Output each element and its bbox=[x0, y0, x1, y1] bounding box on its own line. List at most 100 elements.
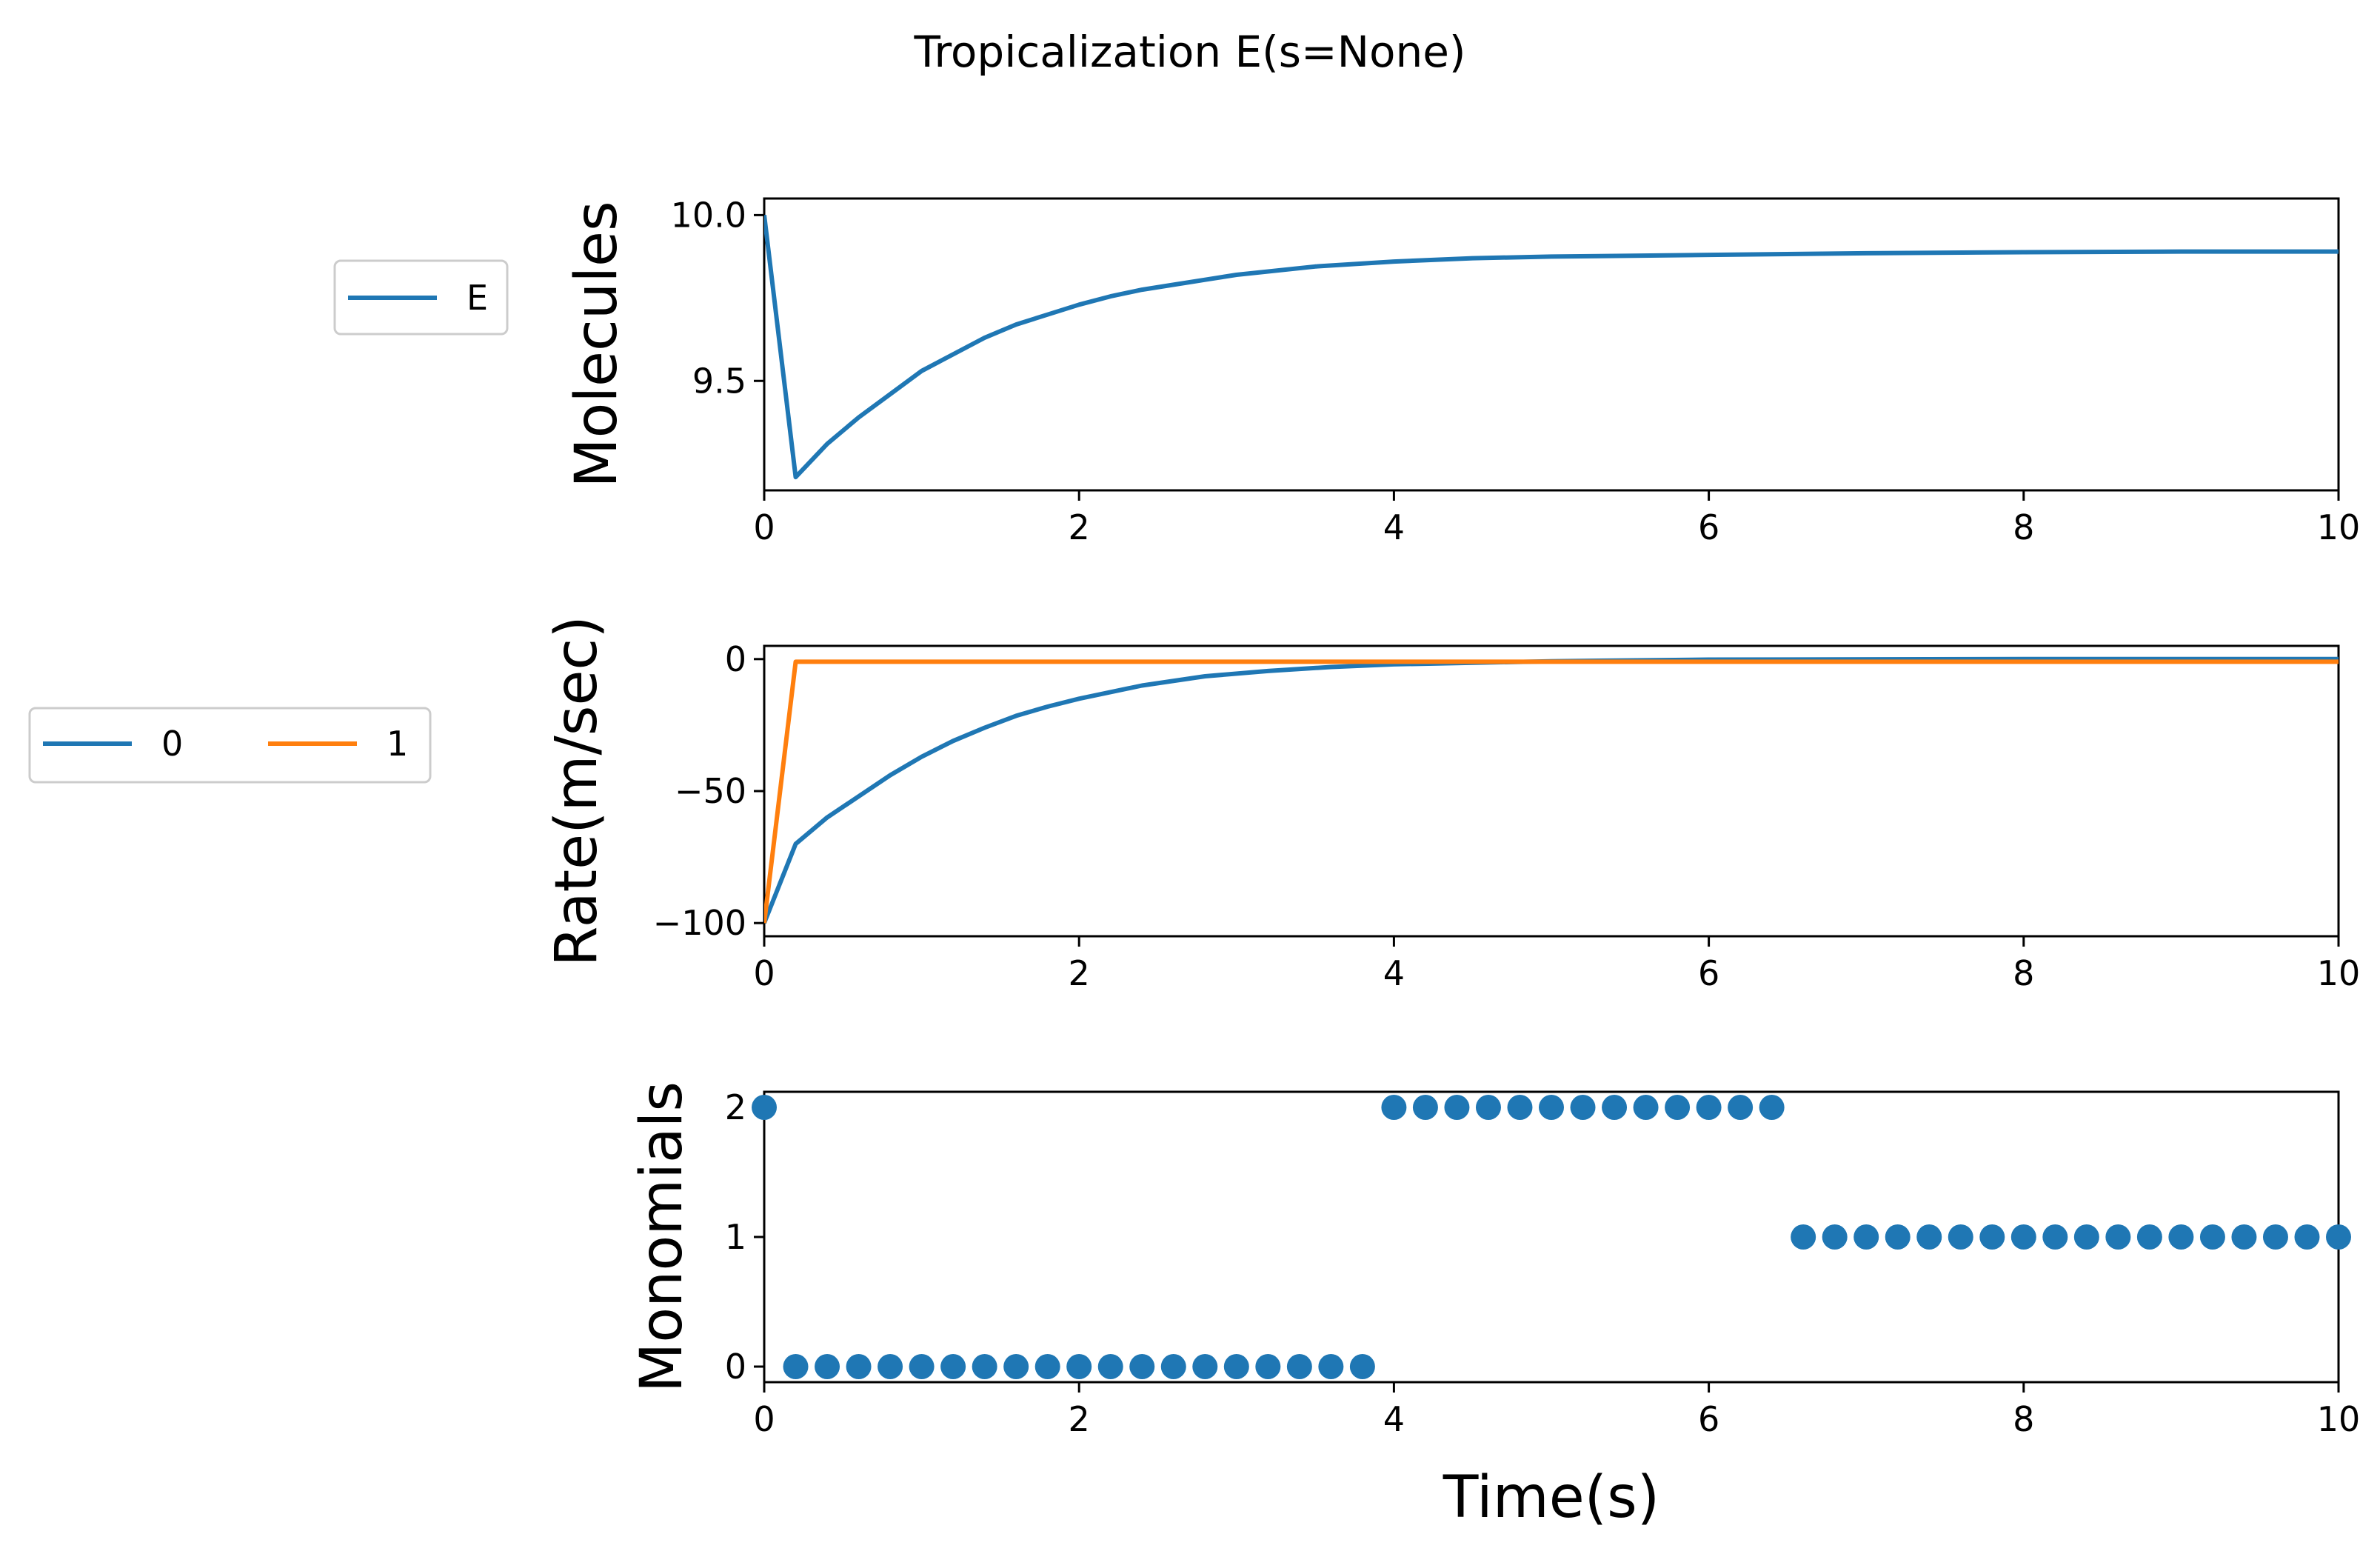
rate-x-tick-label: 10 bbox=[2317, 953, 2361, 993]
monomials-point bbox=[1223, 1354, 1249, 1379]
monomials-point bbox=[846, 1354, 872, 1379]
monomials-point bbox=[1916, 1224, 1942, 1250]
monomials-plot-frame bbox=[763, 1090, 2340, 1384]
monomials-point bbox=[2010, 1224, 2036, 1250]
monomials-point bbox=[2262, 1224, 2288, 1250]
monomials-marks: 0 2 4 6 8 10 0 1 2 bbox=[725, 1087, 2361, 1439]
molecules-x-tick-label: 10 bbox=[2317, 507, 2361, 547]
monomials-x-tick-label: 8 bbox=[2013, 1399, 2034, 1439]
molecules-x-tick-label: 6 bbox=[1698, 507, 1719, 547]
monomials-point bbox=[1539, 1095, 1564, 1120]
monomials-y-tick-label: 1 bbox=[725, 1217, 746, 1257]
monomials-point bbox=[1381, 1095, 1407, 1120]
monomials-point bbox=[1885, 1224, 1911, 1250]
monomials-point bbox=[878, 1354, 903, 1379]
monomials-x-tick-label: 0 bbox=[753, 1399, 775, 1439]
monomials-point bbox=[815, 1354, 840, 1379]
monomials-point bbox=[972, 1354, 997, 1379]
monomials-x-tick-label: 6 bbox=[1698, 1399, 1719, 1439]
monomials-point bbox=[1349, 1354, 1375, 1379]
monomials-x-tick-label: 2 bbox=[1069, 1399, 1090, 1439]
panel-monomials: Monomials bbox=[629, 1081, 2340, 1393]
monomials-point bbox=[752, 1095, 777, 1120]
monomials-point bbox=[1286, 1354, 1312, 1379]
panel-molecules: Molecules E bbox=[333, 197, 2340, 492]
monomials-x-tick-label: 4 bbox=[1383, 1399, 1405, 1439]
monomials-point bbox=[1097, 1354, 1123, 1379]
monomials-point bbox=[1160, 1354, 1186, 1379]
monomials-point bbox=[2326, 1224, 2351, 1250]
monomials-point bbox=[2231, 1224, 2257, 1250]
rate-legend: 0 1 bbox=[28, 707, 432, 784]
monomials-point bbox=[783, 1354, 809, 1379]
monomials-point bbox=[2105, 1224, 2131, 1250]
monomials-point bbox=[940, 1354, 966, 1379]
monomials-point bbox=[2136, 1224, 2162, 1250]
monomials-point bbox=[1412, 1095, 1438, 1120]
monomials-point bbox=[1979, 1224, 2005, 1250]
x-axis-label: Time(s) bbox=[1443, 1464, 1659, 1531]
molecules-series-E-line bbox=[764, 215, 2339, 480]
monomials-point bbox=[1003, 1354, 1029, 1379]
molecules-x-tick-label: 8 bbox=[2013, 507, 2034, 547]
monomials-point bbox=[1475, 1095, 1501, 1120]
monomials-point bbox=[2168, 1224, 2194, 1250]
molecules-y-tick-label: 10.0 bbox=[671, 195, 746, 235]
monomials-point bbox=[2073, 1224, 2099, 1250]
monomials-point bbox=[1791, 1224, 1816, 1250]
monomials-point bbox=[1034, 1354, 1060, 1379]
molecules-y-axis-label: Molecules bbox=[564, 201, 630, 487]
monomials-point bbox=[1066, 1354, 1092, 1379]
molecules-plot-frame bbox=[763, 197, 2340, 492]
legend-label-E: E bbox=[467, 278, 488, 318]
monomials-point bbox=[2294, 1224, 2320, 1250]
panel-rate: Rate(m/sec) 0 1 bbox=[28, 616, 2340, 967]
molecules-x-tick-label: 0 bbox=[753, 507, 775, 547]
monomials-point bbox=[2042, 1224, 2068, 1250]
rate-y-tick-label: −100 bbox=[653, 903, 746, 943]
monomials-point bbox=[1318, 1354, 1344, 1379]
rate-x-tick-label: 2 bbox=[1069, 953, 1090, 993]
monomials-point bbox=[1602, 1095, 1628, 1120]
rate-y-tick-label: −50 bbox=[675, 771, 746, 811]
monomials-point bbox=[1633, 1095, 1659, 1120]
molecules-marks: 0 2 4 6 8 10 9.5 10.0 bbox=[671, 195, 2361, 547]
rate-series-0-line bbox=[764, 656, 2339, 924]
monomials-point bbox=[1728, 1095, 1754, 1120]
monomials-y-axis-label: Monomials bbox=[629, 1081, 695, 1393]
rate-series-1-line bbox=[764, 659, 2339, 924]
monomials-x-tick-label: 10 bbox=[2317, 1399, 2361, 1439]
monomials-point bbox=[1759, 1095, 1785, 1120]
monomials-point bbox=[1948, 1224, 1973, 1250]
monomials-point bbox=[909, 1354, 935, 1379]
rate-marks: 0 2 4 6 8 10 −100 −50 0 bbox=[653, 639, 2361, 993]
monomials-y-tick-label: 0 bbox=[725, 1347, 746, 1387]
rate-y-tick-label: 0 bbox=[725, 639, 746, 679]
rate-legend-box bbox=[28, 707, 432, 784]
rate-x-tick-label: 4 bbox=[1383, 953, 1405, 993]
monomials-point bbox=[1192, 1354, 1218, 1379]
monomials-point bbox=[1129, 1354, 1155, 1379]
molecules-x-tick-label: 2 bbox=[1069, 507, 1090, 547]
monomials-point bbox=[1665, 1095, 1691, 1120]
monomials-point bbox=[1507, 1095, 1533, 1120]
figure-title: Tropicalization E(s=None) bbox=[913, 27, 1465, 77]
legend-label-1: 1 bbox=[387, 724, 408, 764]
monomials-point bbox=[1822, 1224, 1848, 1250]
rate-x-tick-label: 6 bbox=[1698, 953, 1719, 993]
monomials-point bbox=[1696, 1095, 1722, 1120]
rate-x-tick-label: 0 bbox=[753, 953, 775, 993]
rate-y-axis-label: Rate(m/sec) bbox=[544, 616, 610, 966]
molecules-x-tick-label: 4 bbox=[1383, 507, 1405, 547]
monomials-point bbox=[2199, 1224, 2225, 1250]
rate-x-tick-label: 8 bbox=[2013, 953, 2034, 993]
monomials-y-tick-label: 2 bbox=[725, 1087, 746, 1127]
monomials-point bbox=[1570, 1095, 1596, 1120]
molecules-y-tick-label: 9.5 bbox=[692, 361, 746, 401]
legend-label-0: 0 bbox=[161, 724, 183, 764]
molecules-legend: E bbox=[333, 259, 509, 336]
monomials-point bbox=[1255, 1354, 1281, 1379]
rate-plot-frame bbox=[763, 644, 2340, 938]
monomials-point bbox=[1444, 1095, 1470, 1120]
